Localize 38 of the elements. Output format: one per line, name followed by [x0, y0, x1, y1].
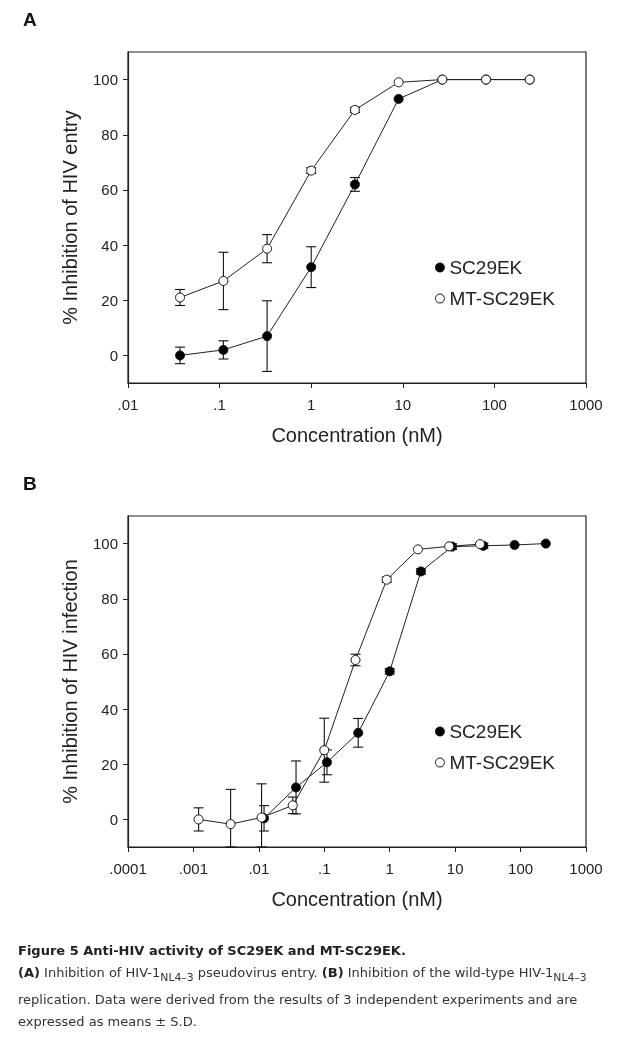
x-axis-title: Concentration (nM) — [271, 888, 443, 910]
y-axis-title: % Inhibition of HIV entry — [59, 110, 81, 325]
y-tick-label: 0 — [109, 810, 118, 828]
text: (A) Inhibition of HIV-1$_{NL4–3}$ pseudovirus entry. (B) Inhibition of the wild-type HIV-1$_{NL4–3}$ replication. Data were derived from the results of 3 independent experiments and are expressed as means ± S.D. — [18, 965, 587, 1029]
y-tick-label: 40 — [101, 236, 118, 254]
x-tick-label: .001 — [178, 860, 209, 877]
x-tick-label: 10 — [446, 860, 464, 877]
y-tick-label: 80 — [101, 126, 118, 144]
y-tick-label: 100 — [92, 535, 118, 553]
y-tick-label: 20 — [101, 755, 118, 773]
y-tick-label: 20 — [101, 291, 118, 309]
x-tick-label: .1 — [318, 860, 331, 877]
y-tick-label: 100 — [92, 71, 118, 89]
chart-title: B — [23, 473, 37, 494]
y-tick-label: 0 — [109, 346, 118, 364]
x-tick-label: 10 — [394, 396, 412, 413]
x-tick-label: .01 — [248, 860, 270, 877]
legend-label: MT-SC29EK — [449, 752, 556, 773]
y-tick-label: 40 — [101, 700, 118, 718]
x-tick-label: 1 — [307, 396, 316, 413]
y-tick-label: 60 — [101, 181, 118, 199]
x-tick-label: .0001 — [109, 860, 147, 877]
x-tick-label: 100 — [508, 860, 534, 877]
caption: Figure 5 Anti-HIV activity of SC29EK and MT-SC29EK. — [18, 943, 406, 958]
x-tick-label: 1000 — [569, 860, 603, 877]
x-tick-label: 1 — [385, 860, 394, 877]
legend-label: SC29EK — [449, 257, 523, 278]
x-tick-label: .1 — [213, 396, 226, 413]
chart-title: A — [23, 9, 37, 30]
legend-label: MT-SC29EK — [449, 288, 556, 309]
x-tick-label: 1000 — [569, 396, 603, 413]
legend-label: SC29EK — [449, 721, 523, 742]
x-tick-label: 100 — [481, 396, 507, 413]
x-tick-label: .01 — [117, 396, 139, 413]
y-tick-label: 60 — [101, 645, 118, 663]
x-axis-title: Concentration (nM) — [271, 424, 443, 446]
y-tick-label: 80 — [101, 590, 118, 608]
y-axis-title: % Inhibition of HIV infection — [59, 559, 81, 804]
